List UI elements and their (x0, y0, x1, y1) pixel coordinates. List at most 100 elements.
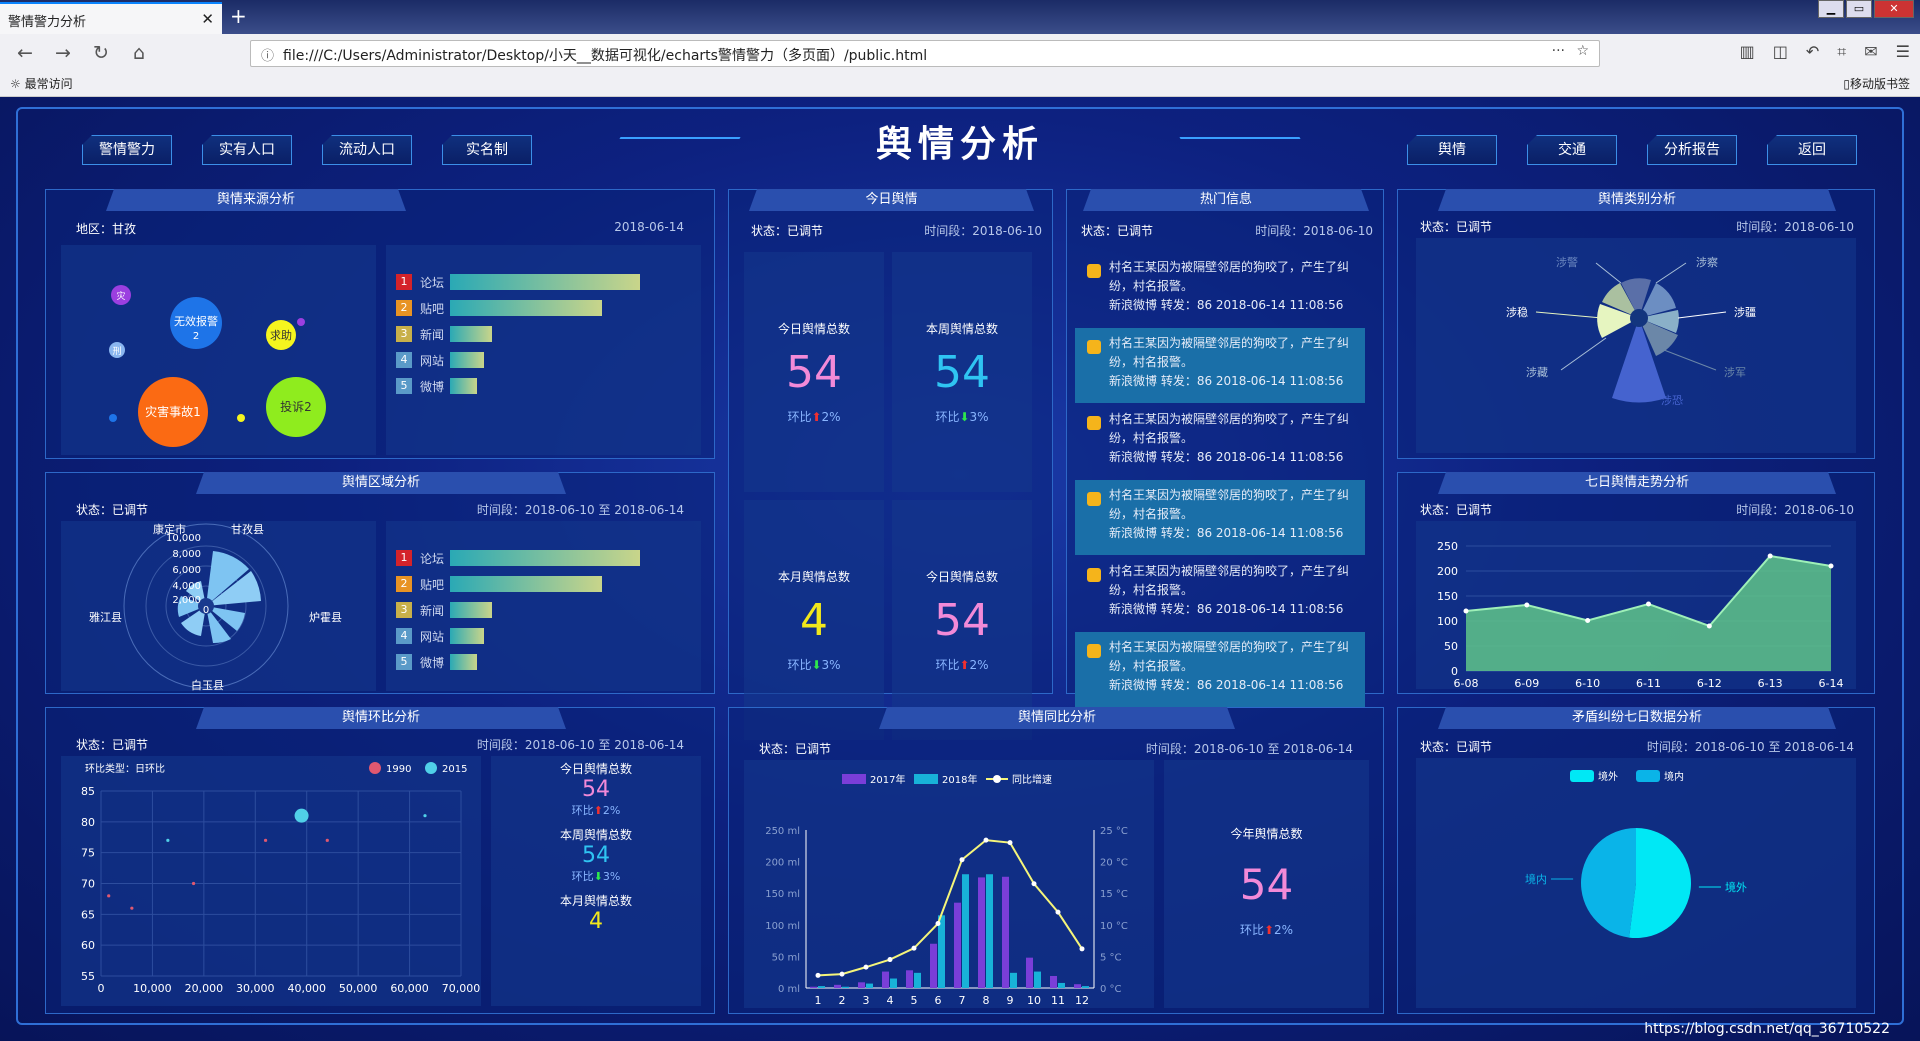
x-tick-label: 70,000 (442, 982, 481, 995)
growth-point (839, 971, 845, 977)
rose-leader (1595, 262, 1622, 284)
info-icon[interactable]: ⓘ (261, 49, 275, 64)
bar-2017 (930, 943, 937, 988)
x-tick-label: 12 (1075, 994, 1089, 1007)
back-icon[interactable]: ← (17, 42, 33, 64)
trend-point (1463, 608, 1469, 614)
news-meta: 新浪微博 转发：86 2018-06-14 11:08:56 (1109, 298, 1344, 312)
growth-point (1079, 946, 1085, 952)
bar-2017 (858, 982, 865, 988)
status-label: 状态：已调节 (751, 224, 824, 238)
sidebar-icon[interactable]: ◫ (1772, 42, 1788, 61)
maximize-button[interactable]: ▭ (1846, 0, 1872, 18)
bar-label: 贴吧 (420, 577, 445, 592)
chat-icon[interactable]: ✉ (1864, 42, 1878, 61)
pie-slice (1629, 828, 1691, 938)
nav-button-report[interactable]: 分析报告 (1647, 135, 1737, 165)
rose-label: 涉藏 (1526, 365, 1548, 379)
tab-close-icon[interactable]: ✕ (201, 10, 214, 28)
minimize-button[interactable]: ▁ (1818, 0, 1844, 18)
scatter-point (325, 838, 329, 842)
legend-swatch-2018 (914, 774, 938, 784)
nav-button-floating-population[interactable]: 流动人口 (322, 135, 412, 165)
news-icon (1087, 492, 1101, 506)
bar-2018 (1010, 972, 1017, 988)
bar-2017 (1026, 957, 1033, 988)
polar-bar (206, 606, 231, 644)
x-tick-label: 6-10 (1575, 677, 1600, 689)
bar-label: 论坛 (420, 275, 445, 290)
x-tick-label: 6-11 (1636, 677, 1661, 689)
stat-cell: 今日舆情总数 54 环比⬆2% (744, 252, 884, 492)
page-title: 舆情分析 (875, 124, 1044, 165)
bar-label: 论坛 (420, 551, 445, 566)
menu-icon[interactable]: ☰ (1895, 42, 1910, 61)
scatter-point (423, 814, 427, 818)
bar-label: 新闻 (420, 603, 445, 618)
nav-button-population[interactable]: 实有人口 (202, 135, 292, 165)
legend-swatch-outside (1570, 770, 1594, 782)
news-item[interactable]: 村名王某因为被隔壁邻居的狗咬了，产生了纠纷，村名报警。 新浪微博 转发：86 20… (1075, 480, 1365, 555)
nav-button-public-opinion[interactable]: 舆情 (1407, 135, 1497, 165)
browser-chrome: 警情警力分析 ✕ + ▁ ▭ ✕ ← → ↻ ⌂ ⓘ file:///C:/Use… (0, 0, 1920, 97)
bar-2018 (914, 972, 921, 988)
polar-label: 白玉县 (191, 678, 224, 691)
trend-point (1646, 601, 1651, 607)
crop-icon[interactable]: ⌗ (1837, 42, 1847, 61)
header-decoration-left (619, 137, 741, 139)
region-panel: 舆情区域分析 状态：已调节 时间段：2018-06-10 至 2018-06-1… (45, 472, 715, 694)
bar-2018 (986, 874, 993, 988)
arrow-up-icon: ⬆ (811, 410, 822, 424)
page-actions-icon[interactable]: ··· (1551, 43, 1565, 59)
address-bar[interactable]: ⓘ file:///C:/Users/Administrator/Desktop… (250, 40, 1600, 67)
bar-rank: 5 (396, 654, 412, 670)
news-item[interactable]: 村名王某因为被隔壁邻居的狗咬了，产生了纠纷，村名报警。 新浪微博 转发：86 20… (1075, 404, 1365, 479)
close-window-button[interactable]: ✕ (1874, 0, 1914, 18)
rose-slice (1639, 283, 1676, 318)
nav-button-back[interactable]: 返回 (1767, 135, 1857, 165)
bar (450, 576, 602, 592)
bookmark-mobile[interactable]: ▯移动版书签 (1843, 77, 1910, 91)
date-label: 时间段：2018-06-10 至 2018-06-14 (476, 738, 684, 752)
ring-stat-label: 本月舆情总数 (559, 894, 632, 908)
bar-2018 (962, 874, 969, 988)
nav-button-alarm[interactable]: 警情警力 (82, 135, 172, 165)
nav-button-real-name[interactable]: 实名制 (442, 135, 532, 165)
polar-ring (165, 565, 247, 647)
scatter-point (191, 881, 196, 886)
bookmark-most-visited[interactable]: ☼ 最常访问 (10, 77, 73, 91)
region-label: 地区：甘孜 (76, 222, 137, 236)
news-text: 村名王某因为被隔壁邻居的狗咬了，产生了纠纷，村名报警。 (1109, 564, 1350, 597)
growth-point (1031, 881, 1037, 887)
scatter-chart: 环比类型：日环比 1990 2015 85 80 75 70 65 60 55 0 10,000… (61, 756, 481, 1006)
library-icon[interactable]: ▥ (1739, 42, 1755, 61)
stat-label: 本周舆情总数 (925, 322, 998, 336)
legend-label: 境内 (1664, 770, 1684, 783)
news-item[interactable]: 村名王某因为被隔壁邻居的狗咬了，产生了纠纷，村名报警。 新浪微博 转发：86 20… (1075, 632, 1365, 707)
polar-svg: 康定市 甘孜县 炉霍县 白玉县 雅江县 10,000 8,000 6,000 4… (89, 522, 342, 692)
news-item[interactable]: 村名王某因为被隔壁邻居的狗咬了，产生了纠纷，村名报警。 新浪微博 转发：86 20… (1075, 328, 1365, 403)
news-item[interactable]: 村名王某因为被隔壁邻居的狗咬了，产生了纠纷，村名报警。 新浪微博 转发：86 20… (1075, 252, 1365, 327)
y-left-tick: 150 ml (765, 889, 800, 900)
polar-center (198, 598, 214, 614)
polar-tick: 2,000 (172, 595, 201, 606)
bar-row: 1 论坛 (396, 273, 640, 291)
ring-stat-label: 本周舆情总数 (559, 828, 632, 842)
yoy-chart: 2017年 2018年 同比增速 250 ml 25 °C 200 ml 20 °C 1… (744, 760, 1154, 1008)
new-tab-button[interactable]: + (230, 4, 247, 28)
home-icon[interactable]: ⌂ (132, 42, 146, 64)
news-item[interactable]: 村名王某因为被隔壁邻居的狗咬了，产生了纠纷，村名报警。 新浪微博 转发：86 20… (1075, 556, 1365, 631)
x-tick-label: 4 (887, 994, 894, 1007)
pie-label: 境外 (1725, 880, 1747, 894)
bar-row: 5 微博 (396, 377, 477, 395)
forward-icon[interactable]: → (55, 42, 71, 64)
news-icon (1087, 416, 1101, 430)
bubble-chart: 灾 无效报警 2 求助 刑 灾害事故1 投诉2 (61, 245, 376, 455)
nav-button-traffic[interactable]: 交通 (1527, 135, 1617, 165)
bar-rank: 3 (396, 326, 412, 342)
undo-icon[interactable]: ↶ (1805, 42, 1820, 61)
browser-tab[interactable]: 警情警力分析 ✕ (0, 2, 222, 34)
bookmark-star-icon[interactable]: ☆ (1576, 43, 1589, 59)
polar-label: 康定市 (153, 522, 186, 536)
reload-icon[interactable]: ↻ (93, 42, 109, 64)
